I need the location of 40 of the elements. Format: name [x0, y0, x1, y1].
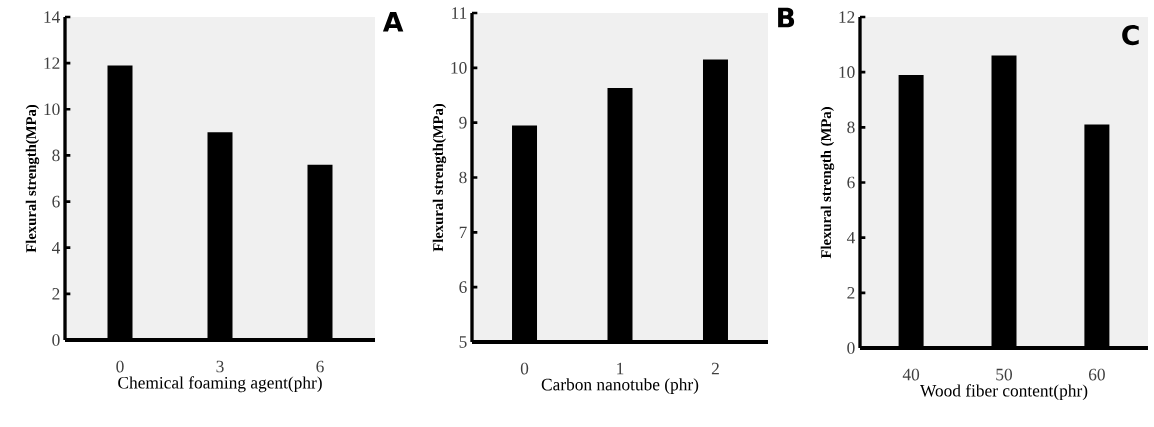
x-tick-label: 2: [711, 362, 719, 375]
y-tick-label: 4: [846, 231, 856, 244]
y-tick-label: 0: [52, 334, 60, 346]
y-tick-label: 2: [52, 288, 60, 300]
y-tick-label: 12: [839, 11, 855, 23]
y-axis-title: Flexural strength (MPa): [820, 107, 835, 259]
y-tick-label: 5: [459, 336, 467, 348]
x-tick-label: 60: [1088, 368, 1105, 381]
y-tick-label: 0: [847, 342, 855, 354]
y-tick-label: 2: [847, 287, 855, 299]
x-tick-label: 6: [316, 360, 324, 373]
y-tick-label: 14: [44, 11, 61, 23]
y-axis-title: Flexural strength(MPa): [432, 103, 447, 252]
y-tick-label: 4: [51, 241, 61, 254]
x-axis-title: Chemical foaming agent(phr): [118, 376, 322, 393]
x-tick-label: 0: [520, 362, 529, 375]
text: A: [382, 12, 404, 32]
y-axis-title: Flexural strength(MPa): [25, 104, 40, 253]
y-tick-label: 12: [44, 57, 60, 69]
x-axis-title: Carbon nanotube (phr): [541, 378, 699, 394]
annotation: C: [1122, 25, 1139, 46]
y-tick-label: 8: [52, 149, 60, 162]
x-tick-label: 1: [617, 362, 624, 375]
y-tick-label: 10: [44, 103, 60, 116]
x-tick-label: 50: [996, 368, 1012, 381]
x-tick-label: 3: [216, 360, 224, 373]
y-tick-label: 6: [459, 281, 467, 293]
y-tick-label: 8: [459, 171, 467, 184]
text: B: [778, 7, 795, 28]
y-tick-label: 6: [847, 176, 855, 189]
y-tick-label: 6: [52, 195, 60, 208]
x-tick-label: 40: [902, 368, 920, 381]
y-tick-label: 10: [839, 66, 855, 78]
y-tick-label: 11: [452, 7, 467, 19]
y-tick-label: 10: [451, 61, 467, 74]
y-tick-label: 7: [459, 226, 467, 238]
y-tick-label: 9: [459, 116, 467, 129]
x-axis-title: Wood fiber content(phr): [920, 384, 1088, 401]
x-tick-label: 0: [116, 360, 124, 373]
y-tick-label: 8: [847, 121, 855, 134]
